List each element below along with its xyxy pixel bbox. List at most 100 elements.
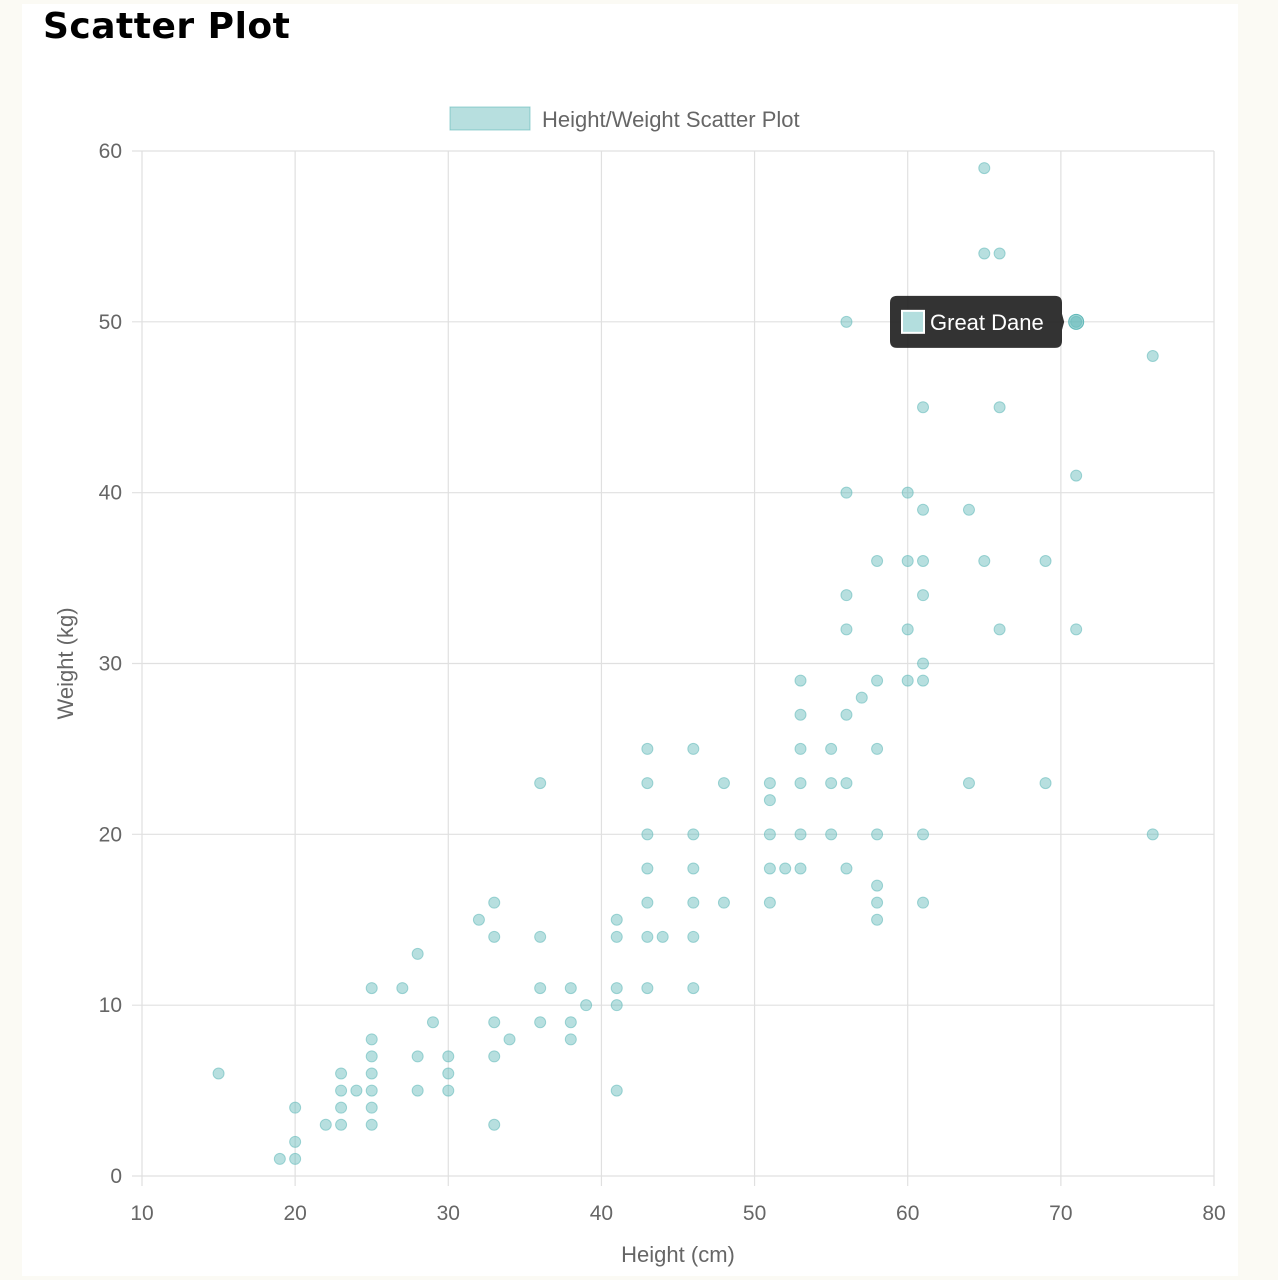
data-point[interactable]	[825, 742, 838, 755]
data-point[interactable]	[901, 555, 914, 567]
data-point[interactable]	[1146, 350, 1159, 362]
data-point[interactable]	[365, 1067, 378, 1080]
data-point[interactable]	[794, 828, 807, 841]
data-point[interactable]	[840, 862, 853, 875]
data-point[interactable]	[610, 930, 623, 943]
data-point[interactable]	[335, 1101, 348, 1114]
data-point[interactable]	[901, 486, 914, 499]
data-point[interactable]	[794, 708, 807, 721]
data-point[interactable]	[610, 913, 623, 926]
data-point[interactable]	[840, 589, 853, 602]
data-point[interactable]	[534, 982, 547, 995]
data-point[interactable]	[840, 315, 853, 328]
data-point[interactable]	[993, 401, 1006, 414]
data-point[interactable]	[1070, 623, 1083, 636]
data-point[interactable]	[1070, 469, 1083, 482]
data-point[interactable]	[580, 999, 593, 1012]
data-point[interactable]	[610, 1084, 623, 1097]
data-point[interactable]	[610, 999, 623, 1012]
data-point[interactable]	[289, 1152, 302, 1165]
data-point[interactable]	[687, 896, 700, 909]
data-point[interactable]	[488, 1050, 501, 1063]
data-point[interactable]	[426, 1016, 439, 1029]
data-point[interactable]	[917, 555, 930, 567]
data-point[interactable]	[871, 896, 884, 909]
data-point[interactable]	[687, 930, 700, 943]
data-point[interactable]	[840, 708, 853, 721]
data-point[interactable]	[212, 1067, 225, 1080]
data-point[interactable]	[289, 1135, 302, 1148]
data-point[interactable]	[1039, 777, 1052, 790]
data-point[interactable]	[350, 1084, 363, 1097]
data-point[interactable]	[687, 828, 700, 841]
data-point[interactable]	[488, 930, 501, 943]
data-point[interactable]	[442, 1084, 455, 1097]
data-point[interactable]	[871, 828, 884, 841]
data-point[interactable]	[641, 896, 654, 909]
data-point[interactable]	[993, 623, 1006, 636]
data-point[interactable]	[763, 777, 776, 790]
data-point[interactable]	[717, 777, 730, 790]
data-point[interactable]	[534, 777, 547, 790]
data-point[interactable]	[871, 674, 884, 687]
data-point[interactable]	[917, 401, 930, 414]
data-point[interactable]	[488, 1118, 501, 1131]
data-point[interactable]	[840, 623, 853, 636]
data-point[interactable]	[901, 674, 914, 687]
data-point[interactable]	[564, 1033, 577, 1046]
data-point[interactable]	[365, 982, 378, 995]
data-point[interactable]	[917, 503, 930, 516]
data-point[interactable]	[687, 742, 700, 755]
data-point[interactable]	[794, 674, 807, 687]
data-point[interactable]	[564, 982, 577, 995]
data-point[interactable]	[717, 896, 730, 909]
data-points[interactable]	[212, 162, 1159, 1165]
data-point[interactable]	[917, 589, 930, 602]
data-point[interactable]	[641, 930, 654, 943]
data-point[interactable]	[962, 777, 975, 790]
data-point[interactable]	[763, 862, 776, 875]
data-point[interactable]	[978, 162, 991, 175]
data-point[interactable]	[365, 1033, 378, 1046]
data-point[interactable]	[917, 828, 930, 841]
data-point[interactable]	[610, 982, 623, 995]
data-point[interactable]	[871, 555, 884, 567]
data-point[interactable]	[901, 623, 914, 636]
data-point[interactable]	[871, 742, 884, 755]
data-point[interactable]	[335, 1067, 348, 1080]
data-point[interactable]	[687, 982, 700, 995]
data-point[interactable]	[319, 1118, 332, 1131]
data-point[interactable]	[794, 862, 807, 875]
data-point[interactable]	[442, 1067, 455, 1080]
data-point[interactable]	[855, 691, 868, 704]
data-point[interactable]	[365, 1084, 378, 1097]
data-point[interactable]	[411, 947, 424, 960]
data-point[interactable]	[442, 1050, 455, 1063]
data-point[interactable]	[917, 674, 930, 687]
legend[interactable]: Height/Weight Scatter Plot	[449, 106, 800, 132]
data-point[interactable]	[871, 879, 884, 892]
data-point[interactable]	[564, 1016, 577, 1029]
data-point-highlighted[interactable]	[1068, 313, 1085, 330]
data-point[interactable]	[1146, 828, 1159, 841]
data-point[interactable]	[365, 1050, 378, 1063]
data-point[interactable]	[993, 247, 1006, 260]
data-point[interactable]	[779, 862, 792, 875]
data-point[interactable]	[365, 1101, 378, 1114]
data-point[interactable]	[488, 896, 501, 909]
data-point[interactable]	[472, 913, 485, 926]
data-point[interactable]	[534, 1016, 547, 1029]
data-point[interactable]	[825, 777, 838, 790]
data-point[interactable]	[411, 1050, 424, 1063]
data-point[interactable]	[656, 930, 669, 943]
data-point[interactable]	[641, 777, 654, 790]
data-point[interactable]	[641, 982, 654, 995]
data-point[interactable]	[365, 1118, 378, 1131]
data-point[interactable]	[641, 862, 654, 875]
data-point[interactable]	[488, 1016, 501, 1029]
data-point[interactable]	[335, 1084, 348, 1097]
data-point[interactable]	[335, 1118, 348, 1131]
data-point[interactable]	[273, 1152, 286, 1165]
data-point[interactable]	[840, 777, 853, 790]
data-point[interactable]	[978, 555, 991, 567]
